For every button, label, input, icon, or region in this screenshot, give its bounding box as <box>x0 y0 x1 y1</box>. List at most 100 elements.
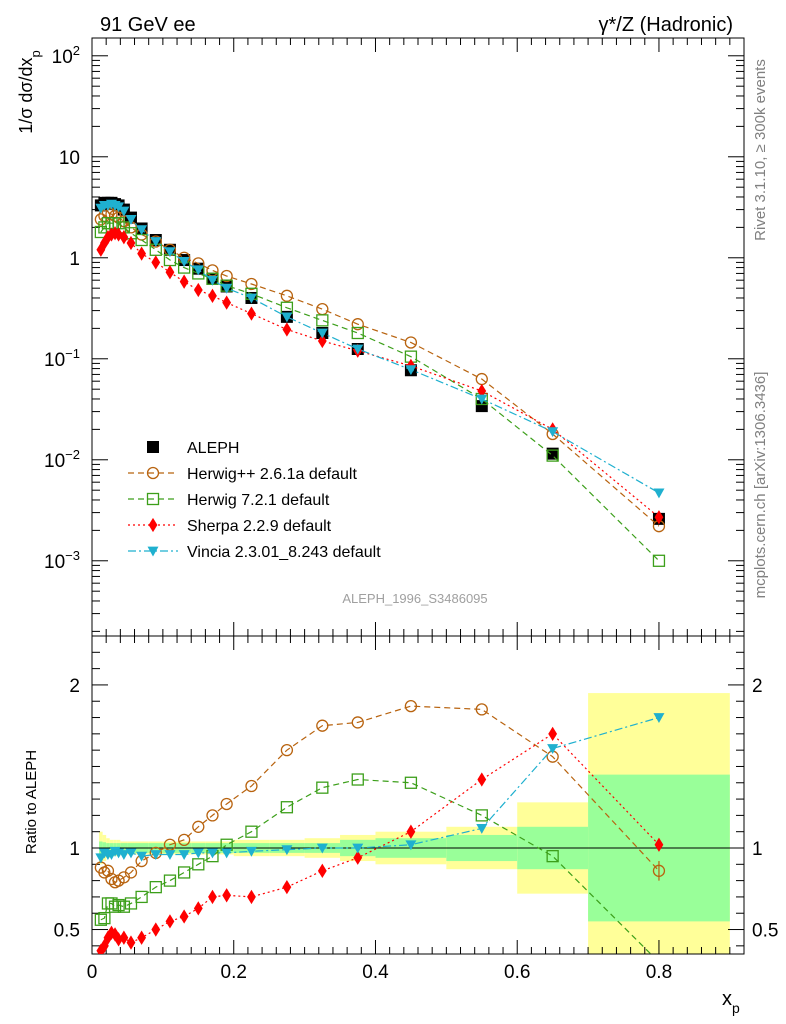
marker-diamond <box>148 517 158 533</box>
y-tick-label: 102 <box>52 43 80 68</box>
ratio-series-2 <box>94 773 652 954</box>
legend-label: Sherpa 2.2.9 default <box>187 518 332 535</box>
marker-square-open <box>177 866 191 879</box>
marker-diamond <box>107 925 116 940</box>
marker-square-open <box>117 900 131 913</box>
marker-triangle-down <box>221 283 233 294</box>
series-line <box>100 203 660 494</box>
marker-square-open <box>404 776 418 789</box>
ratio-y-tick-label: 2 <box>69 676 80 697</box>
marker-triangle-down <box>118 206 130 217</box>
marker-circle-open <box>280 744 294 757</box>
marker-square-open <box>124 897 138 910</box>
legend-label: Herwig 7.2.1 default <box>187 492 330 509</box>
marker-square-open <box>108 900 122 913</box>
main-y-ticks: 102 10 1 10−1 10−2 10−3 <box>44 43 744 632</box>
marker-diamond <box>406 824 416 839</box>
series-line <box>100 222 660 562</box>
marker-diamond <box>137 246 147 261</box>
marker-triangle-down <box>245 293 257 304</box>
y-tick-label: 10 <box>59 148 80 169</box>
marker-circle-open <box>475 703 488 716</box>
x-tick-label: 0.2 <box>221 962 247 983</box>
marker-triangle-down <box>178 257 190 267</box>
x-ticks: 0 0.2 0.4 0.6 0.8 <box>87 38 745 983</box>
marker-triangle-down <box>125 214 137 225</box>
marker-square-open <box>351 773 364 786</box>
marker-square-open <box>105 897 118 910</box>
marker-circle-open <box>105 872 118 886</box>
ratio-series-3 <box>96 726 664 954</box>
marker-triangle-down <box>206 848 218 859</box>
marker-triangle-down <box>653 488 665 499</box>
mcplots-label: mcplots.cern.ch [arXiv:1306.3436] <box>752 372 769 599</box>
marker-diamond <box>477 383 487 399</box>
series-3 <box>96 226 664 525</box>
ratio-series-clip <box>94 773 652 954</box>
marker-diamond <box>208 288 217 303</box>
ratio-line <box>100 705 660 883</box>
marker-diamond <box>193 282 203 298</box>
marker-triangle-down <box>245 846 257 857</box>
ratio-y-tick-label: 1 <box>69 839 80 860</box>
marker-triangle-down <box>136 225 148 236</box>
marker-square <box>147 441 159 453</box>
legend-label: Herwig++ 2.6.1a default <box>187 466 357 483</box>
marker-square-open <box>149 880 162 894</box>
marker-triangle-down <box>164 850 176 861</box>
marker-diamond <box>222 888 232 903</box>
y-tick-label: 10−2 <box>44 447 80 472</box>
marker-triangle-down <box>653 713 665 724</box>
marker-diamond <box>96 943 106 954</box>
marker-diamond <box>151 922 161 937</box>
process-label: γ*/Z (Hadronic) <box>599 14 733 36</box>
marker-triangle-down <box>405 840 417 851</box>
rivet-label: Rivet 3.1.10, ≥ 300k events <box>752 59 769 241</box>
marker-triangle-down <box>150 850 162 861</box>
marker-triangle-down <box>113 202 125 213</box>
marker-square-open <box>94 225 108 239</box>
marker-circle-open <box>146 466 160 480</box>
ratio-y-tick-label-right: 1 <box>752 839 763 860</box>
marker-square-open <box>192 858 205 871</box>
marker-diamond <box>654 837 664 852</box>
marker-triangle-down <box>136 851 148 862</box>
y-tick-label: 1 <box>69 249 80 270</box>
marker-triangle-down <box>192 848 204 859</box>
marker-diamond <box>282 879 292 895</box>
marker-diamond <box>151 255 161 270</box>
marker-diamond <box>119 230 129 245</box>
marker-triangle-down <box>118 850 130 861</box>
marker-circle-open <box>206 809 219 822</box>
marker-diamond <box>126 935 136 950</box>
x-axis-label: xp <box>722 988 740 1016</box>
marker-circle-open <box>245 277 258 291</box>
marker-diamond <box>137 930 147 945</box>
marker-triangle-down <box>547 744 559 755</box>
marker-square-open <box>351 326 364 340</box>
marker-diamond <box>317 863 327 878</box>
marker-diamond <box>114 227 123 242</box>
marker-diamond <box>119 930 129 945</box>
marker-square-open <box>475 809 488 822</box>
marker-circle-open <box>280 289 294 302</box>
marker-triangle-down <box>125 848 137 859</box>
x-tick-label: 0.8 <box>646 962 672 983</box>
x-tick-label: 0.4 <box>362 962 389 983</box>
analysis-id-label: ALEPH_1996_S3486095 <box>342 591 487 606</box>
marker-diamond <box>179 274 189 289</box>
series-0 <box>94 196 665 525</box>
marker-triangle-down <box>476 824 488 834</box>
marker-diamond <box>126 235 136 251</box>
marker-diamond <box>654 510 664 525</box>
marker-circle-open <box>316 303 329 316</box>
marker-diamond <box>317 333 327 349</box>
marker-triangle-down <box>476 394 488 405</box>
marker-diamond <box>222 295 232 310</box>
marker-diamond <box>282 322 292 337</box>
marker-triangle-down <box>164 247 176 258</box>
marker-circle-open <box>192 820 205 833</box>
marker-diamond <box>179 909 189 924</box>
marker-diamond <box>353 850 363 865</box>
marker-triangle-down <box>281 312 293 323</box>
